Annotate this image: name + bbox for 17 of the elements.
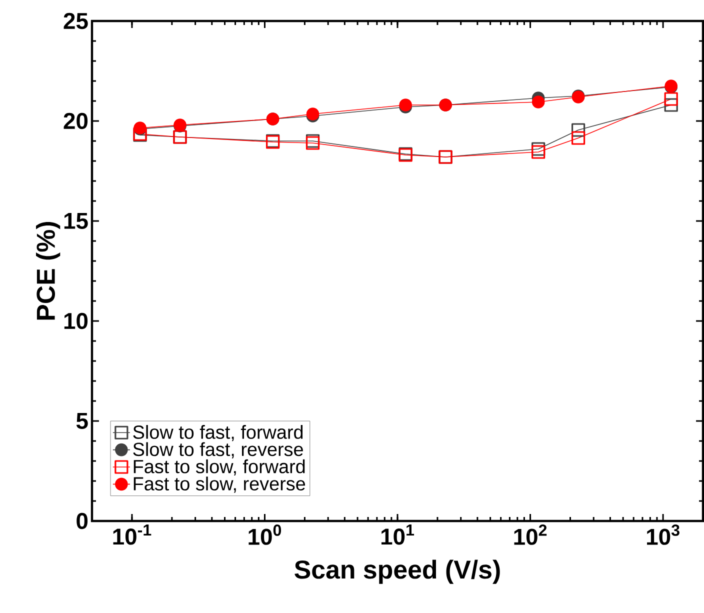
x-axis-title: Scan speed (V/s) <box>294 560 500 584</box>
legend-label: Slow to fast, forward <box>133 425 303 442</box>
y-tick-label: 10 <box>64 312 88 330</box>
y-tick-label: 20 <box>64 112 88 130</box>
y-tick-label: 5 <box>76 413 88 429</box>
x-tick-label: 10$^{1}$ <box>381 524 414 545</box>
x-tick-label: 10$^{2}$ <box>514 524 547 545</box>
x-tick-label: 10$^{-1}$ <box>113 524 152 545</box>
y-tick-label: 25 <box>64 12 88 30</box>
x-tick-label: 10$^{3}$ <box>647 524 680 545</box>
legend-label: Fast to slow, reverse <box>134 476 306 493</box>
y-tick-label: 0 <box>76 512 88 530</box>
y-axis-title: PCE (%) <box>36 222 60 320</box>
legend-label: Slow to fast, reverse <box>133 442 303 458</box>
legend-label: Fast to slow, forward <box>134 459 305 476</box>
y-tick-label: 15 <box>64 213 88 229</box>
x-tick-label: 10$^{0}$ <box>248 524 282 545</box>
